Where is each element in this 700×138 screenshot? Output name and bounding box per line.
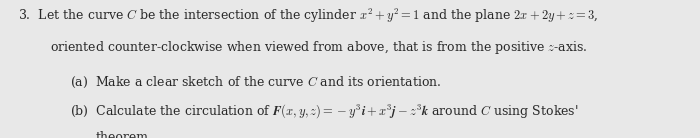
Text: oriented counter-clockwise when viewed from above, that is from the positive $z$: oriented counter-clockwise when viewed f… (50, 39, 588, 56)
Text: (b)  Calculate the circulation of $\boldsymbol{F}(x, y, z) = -y^3\boldsymbol{i} : (b) Calculate the circulation of $\bolds… (70, 102, 579, 120)
Text: theorem.: theorem. (96, 131, 153, 138)
Text: (a)  Make a clear sketch of the curve $C$ and its orientation.: (a) Make a clear sketch of the curve $C$… (70, 75, 442, 90)
Text: 3.  Let the curve $C$ be the intersection of the cylinder $x^2+y^2 = 1$ and the : 3. Let the curve $C$ be the intersection… (18, 7, 598, 25)
